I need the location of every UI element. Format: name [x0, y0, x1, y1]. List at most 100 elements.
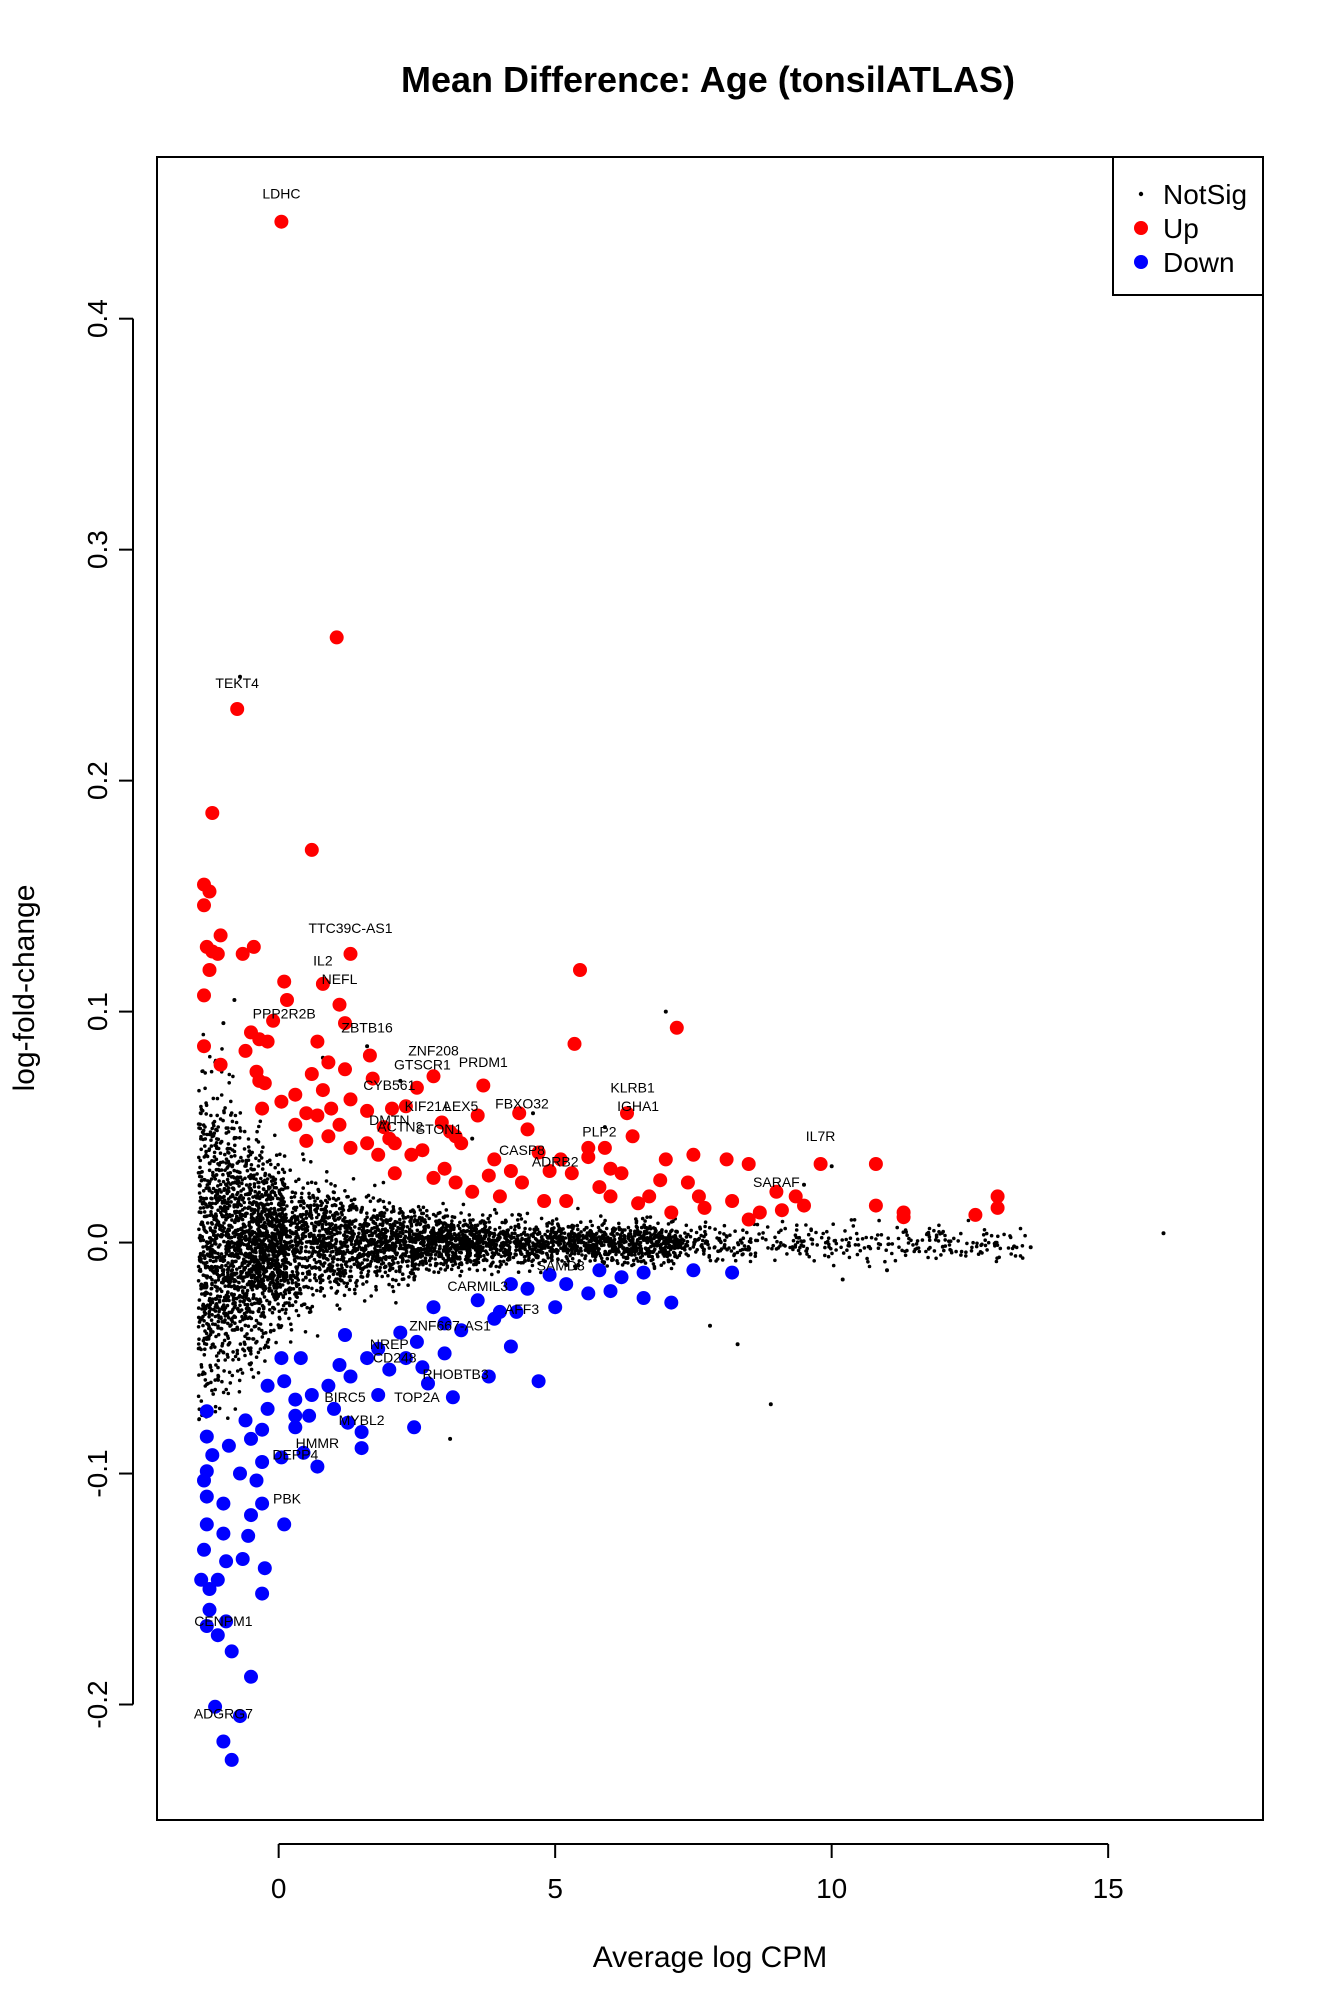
notsig-point — [617, 1225, 621, 1230]
notsig-point — [989, 1233, 994, 1238]
notsig-point — [249, 1167, 253, 1171]
notsig-point — [646, 1240, 650, 1244]
notsig-point — [224, 1232, 229, 1236]
notsig-point — [354, 1218, 358, 1222]
notsig-point — [343, 1216, 347, 1220]
notsig-point — [423, 1256, 428, 1260]
notsig-point — [471, 1245, 476, 1250]
notsig-point — [345, 1248, 350, 1252]
notsig-point — [446, 1223, 451, 1228]
notsig-point — [296, 1217, 300, 1222]
notsig-point — [593, 1239, 598, 1243]
notsig-point — [976, 1252, 981, 1256]
notsig-point — [228, 1214, 232, 1219]
notsig-point — [228, 1324, 232, 1328]
notsig-point — [292, 1195, 297, 1199]
notsig-point — [386, 1273, 390, 1278]
notsig-point — [527, 1269, 532, 1273]
notsig-point — [277, 1274, 282, 1279]
notsig-point — [651, 1257, 655, 1262]
notsig-point — [198, 1122, 202, 1127]
notsig-point — [262, 1252, 266, 1256]
notsig-point — [264, 1267, 268, 1271]
notsig-point — [416, 1237, 421, 1242]
notsig-point — [390, 1226, 395, 1231]
notsig-point — [213, 1194, 218, 1199]
notsig-point — [317, 1266, 322, 1270]
notsig-point — [504, 1236, 508, 1240]
notsig-point — [643, 1225, 647, 1230]
notsig-point — [252, 1182, 257, 1186]
notsig-point — [543, 1232, 547, 1237]
notsig-point — [671, 1250, 676, 1255]
notsig-point — [298, 1250, 302, 1255]
notsig-point — [568, 1238, 573, 1243]
notsig-point — [368, 1229, 373, 1233]
notsig-point — [497, 1265, 502, 1269]
notsig-point — [648, 1254, 652, 1258]
notsig-point — [255, 1339, 259, 1344]
notsig-point — [277, 1248, 282, 1253]
notsig-point — [893, 1258, 898, 1263]
notsig-point — [934, 1235, 939, 1239]
notsig-point — [355, 1238, 359, 1242]
notsig-point — [252, 1219, 257, 1223]
notsig-point — [426, 1238, 430, 1243]
notsig-point — [209, 1144, 214, 1148]
notsig-point — [476, 1260, 481, 1265]
notsig-point — [314, 1260, 319, 1265]
notsig-point — [481, 1219, 486, 1224]
notsig-point — [207, 1298, 212, 1303]
notsig-point — [269, 1215, 274, 1220]
notsig-point — [405, 1225, 410, 1229]
notsig-point — [312, 1257, 317, 1262]
notsig-point — [357, 1231, 361, 1236]
notsig-point — [200, 1235, 204, 1239]
notsig-point — [303, 1330, 308, 1334]
notsig-point — [531, 1258, 535, 1262]
notsig-point — [565, 1251, 570, 1255]
notsig-point — [334, 1251, 339, 1255]
notsig-point — [208, 1054, 212, 1059]
notsig-point — [623, 1228, 627, 1232]
notsig-point — [643, 1246, 648, 1250]
notsig-point — [231, 1350, 235, 1354]
notsig-point — [508, 1240, 512, 1244]
notsig-point — [464, 1222, 468, 1227]
notsig-point — [207, 1181, 211, 1186]
notsig-point — [678, 1250, 683, 1255]
notsig-point — [417, 1215, 422, 1220]
notsig-point — [549, 1253, 554, 1258]
notsig-point — [228, 1182, 233, 1186]
notsig-point — [257, 1307, 262, 1311]
notsig-point — [257, 1196, 262, 1201]
notsig-point — [216, 1319, 221, 1324]
notsig-point — [848, 1236, 853, 1240]
notsig-point — [703, 1229, 707, 1234]
notsig-point — [366, 1243, 371, 1247]
notsig-point — [198, 1206, 203, 1210]
notsig-point — [271, 1178, 275, 1183]
notsig-point — [372, 1208, 377, 1212]
notsig-point — [1009, 1252, 1013, 1256]
notsig-point — [334, 1277, 338, 1281]
notsig-point — [270, 1196, 275, 1200]
notsig-point — [201, 1302, 206, 1307]
notsig-point — [256, 1321, 261, 1325]
notsig-point — [671, 1246, 676, 1250]
notsig-point — [276, 1219, 281, 1224]
notsig-point — [331, 1196, 336, 1201]
notsig-point — [222, 1198, 227, 1202]
notsig-point — [562, 1231, 567, 1235]
notsig-point — [740, 1252, 744, 1257]
notsig-point — [906, 1241, 911, 1245]
notsig-point — [456, 1223, 461, 1228]
notsig-point — [686, 1232, 690, 1237]
notsig-point — [389, 1210, 394, 1214]
notsig-point — [612, 1229, 616, 1233]
notsig-point — [225, 1191, 229, 1196]
notsig-point — [227, 1310, 231, 1315]
notsig-point — [886, 1236, 890, 1240]
notsig-point — [197, 1155, 201, 1160]
notsig-point — [417, 1263, 421, 1267]
